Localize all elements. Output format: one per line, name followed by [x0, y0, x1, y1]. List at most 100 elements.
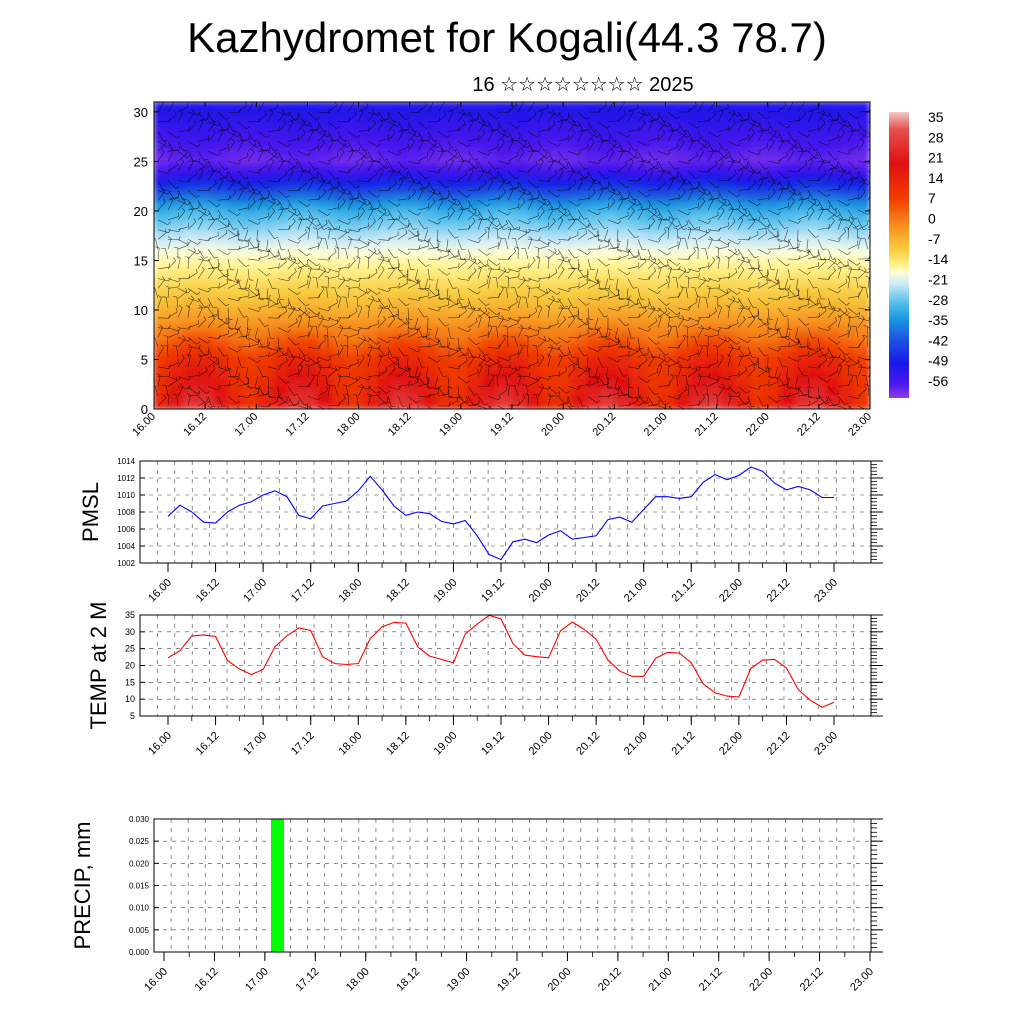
wind-barb: [377, 269, 385, 279]
wind-barb-flag: [702, 384, 707, 386]
wind-barb-flag: [307, 279, 309, 284]
wind-barb-flag: [492, 374, 497, 376]
heat-cell: [645, 385, 662, 395]
wind-barb-flag: [718, 284, 721, 289]
wind-barb-flag: [392, 267, 397, 270]
wind-barb: [667, 258, 677, 266]
wind-barb: [757, 333, 769, 338]
heat-cell: [302, 247, 319, 256]
wind-barb: [207, 318, 215, 328]
heat-cell: [586, 102, 602, 111]
heat-cell: [660, 185, 677, 195]
wind-barb-flag: [318, 396, 321, 401]
wind-barb-flag: [343, 334, 348, 337]
wind-barb-flag: [794, 386, 799, 390]
wind-barb-flag: [685, 385, 688, 390]
wind-barb: [857, 317, 869, 322]
wind-barb-flag: [398, 367, 404, 369]
wind-barb-flag: [837, 314, 842, 318]
heat-cell: [183, 316, 200, 326]
wind-barb: [267, 346, 279, 352]
heat-cell: [243, 162, 259, 172]
wind-barb: [367, 306, 370, 318]
heat-cell: [243, 324, 259, 333]
wind-barb-flag: [628, 401, 631, 406]
heat-cell: [765, 324, 781, 333]
wind-barb-flag: [657, 314, 662, 318]
wind-barb: [207, 337, 219, 339]
heat-cell: [601, 393, 617, 402]
wind-barb-flag: [196, 391, 200, 394]
wind-barb-flag: [172, 296, 177, 298]
heat-cell: [243, 339, 259, 349]
heat-cell: [690, 393, 707, 402]
heat-cell: [809, 216, 826, 226]
wind-barb: [254, 327, 259, 339]
wind-barb: [397, 198, 409, 201]
heat-cell: [496, 247, 513, 256]
wind-barb: [677, 209, 688, 216]
wind-barb: [527, 238, 533, 250]
heat-cell: [645, 316, 662, 326]
wind-barb: [727, 257, 730, 269]
wind-barb-flag: [238, 240, 243, 242]
wind-barb: [567, 258, 573, 270]
heat-cell: [526, 224, 543, 233]
wind-barb: [604, 229, 609, 241]
wind-barb: [517, 278, 529, 282]
heat-cell: [213, 155, 230, 164]
wind-barb: [177, 386, 189, 390]
wind-barb-flag: [178, 235, 181, 240]
heat-cell: [630, 293, 647, 303]
wind-barb: [787, 288, 796, 297]
heat-cell: [720, 285, 737, 295]
heat-cell: [571, 255, 588, 264]
heat-cell: [347, 208, 364, 218]
wind-barb: [767, 327, 779, 332]
wind-barb-flag: [163, 344, 168, 347]
wind-barb-flag: [488, 324, 493, 328]
wind-barb: [517, 297, 521, 309]
wind-barb: [567, 307, 575, 318]
heat-cell: [660, 285, 677, 295]
wind-barb: [647, 307, 659, 312]
wind-barb-flag: [368, 385, 371, 390]
heat-cell: [287, 116, 304, 126]
wind-barb: [317, 339, 326, 348]
heat-cell: [243, 270, 259, 280]
wind-barb: [167, 196, 179, 201]
wind-barb: [677, 389, 687, 397]
wind-barb-flag: [846, 314, 851, 318]
heat-cell: [317, 301, 334, 310]
wind-barb-flag: [178, 282, 180, 287]
heat-cell: [168, 255, 185, 264]
wind-barb: [407, 209, 418, 216]
heat-cell: [615, 331, 632, 341]
wind-barb-flag: [866, 220, 868, 225]
wind-barb-flag: [832, 356, 837, 358]
heat-cell: [377, 178, 394, 187]
heat-cell: [526, 193, 543, 203]
heat-cell: [586, 354, 602, 364]
wind-barb-flag: [702, 345, 707, 347]
heat-cell: [481, 377, 498, 387]
heat-cell: [645, 124, 662, 134]
wind-barb-flag: [328, 307, 331, 312]
wind-barb-flag: [607, 328, 612, 331]
heat-cell: [601, 385, 617, 395]
wind-barb-flag: [189, 207, 194, 211]
heat-cell: [630, 385, 647, 395]
wind-barb-flag: [617, 250, 622, 252]
wind-barb-flag: [847, 359, 851, 363]
heat-cell: [481, 239, 498, 249]
heat-cell: [466, 301, 483, 310]
wind-barb: [367, 346, 379, 350]
wind-barb: [777, 405, 779, 409]
heat-cell: [541, 339, 558, 349]
wind-barbs: [154, 102, 870, 409]
wind-barb-flag: [385, 401, 390, 405]
heat-cell: [705, 377, 722, 387]
heat-cell: [660, 132, 677, 141]
heat-cell: [824, 231, 841, 241]
heat-cell: [272, 208, 289, 218]
